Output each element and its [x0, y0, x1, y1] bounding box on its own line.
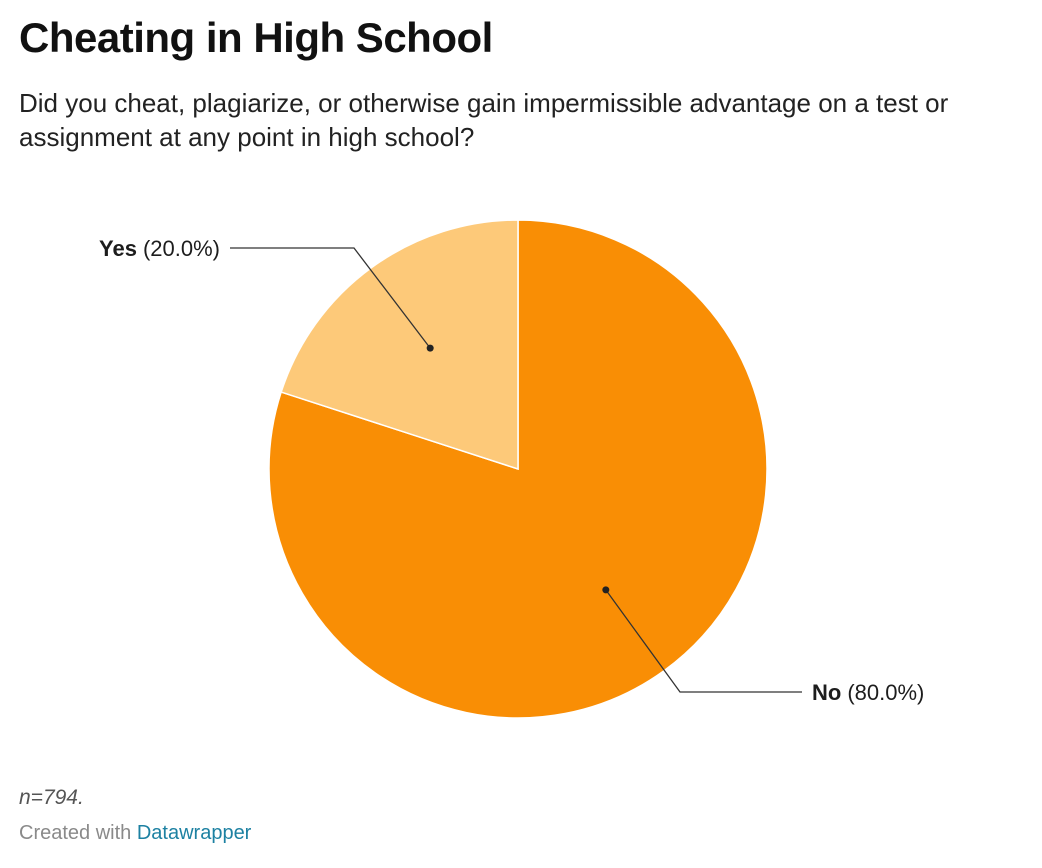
leader-dot-no	[602, 586, 610, 594]
pie-slices	[268, 219, 768, 719]
slice-label-value: (80.0%)	[847, 680, 924, 705]
credit-line: Created with Datawrapper	[19, 822, 251, 845]
slice-label-value: (20.0%)	[143, 236, 220, 261]
leader-dot-yes	[426, 344, 434, 352]
datawrapper-link[interactable]: Datawrapper	[136, 822, 252, 844]
slice-labels: No (80.0%) Yes (20.0%)	[99, 236, 924, 705]
slice-label-name: No	[812, 680, 841, 705]
chart-notes: n=794.	[19, 786, 84, 809]
pie-slice-yes	[280, 219, 519, 471]
chart-subtitle: Did you cheat, plagiarize, or otherwise …	[19, 88, 949, 152]
credit-prefix: Created with	[19, 822, 132, 844]
slice-label-no: No (80.0%)	[812, 680, 924, 705]
chart-title: Cheating in High School	[19, 14, 493, 61]
slice-label-yes: Yes (20.0%)	[99, 236, 220, 261]
leader-lines	[230, 247, 802, 693]
slice-label-name: Yes	[99, 236, 137, 261]
leader-line-yes	[230, 247, 431, 349]
leader-line-no	[605, 589, 802, 693]
